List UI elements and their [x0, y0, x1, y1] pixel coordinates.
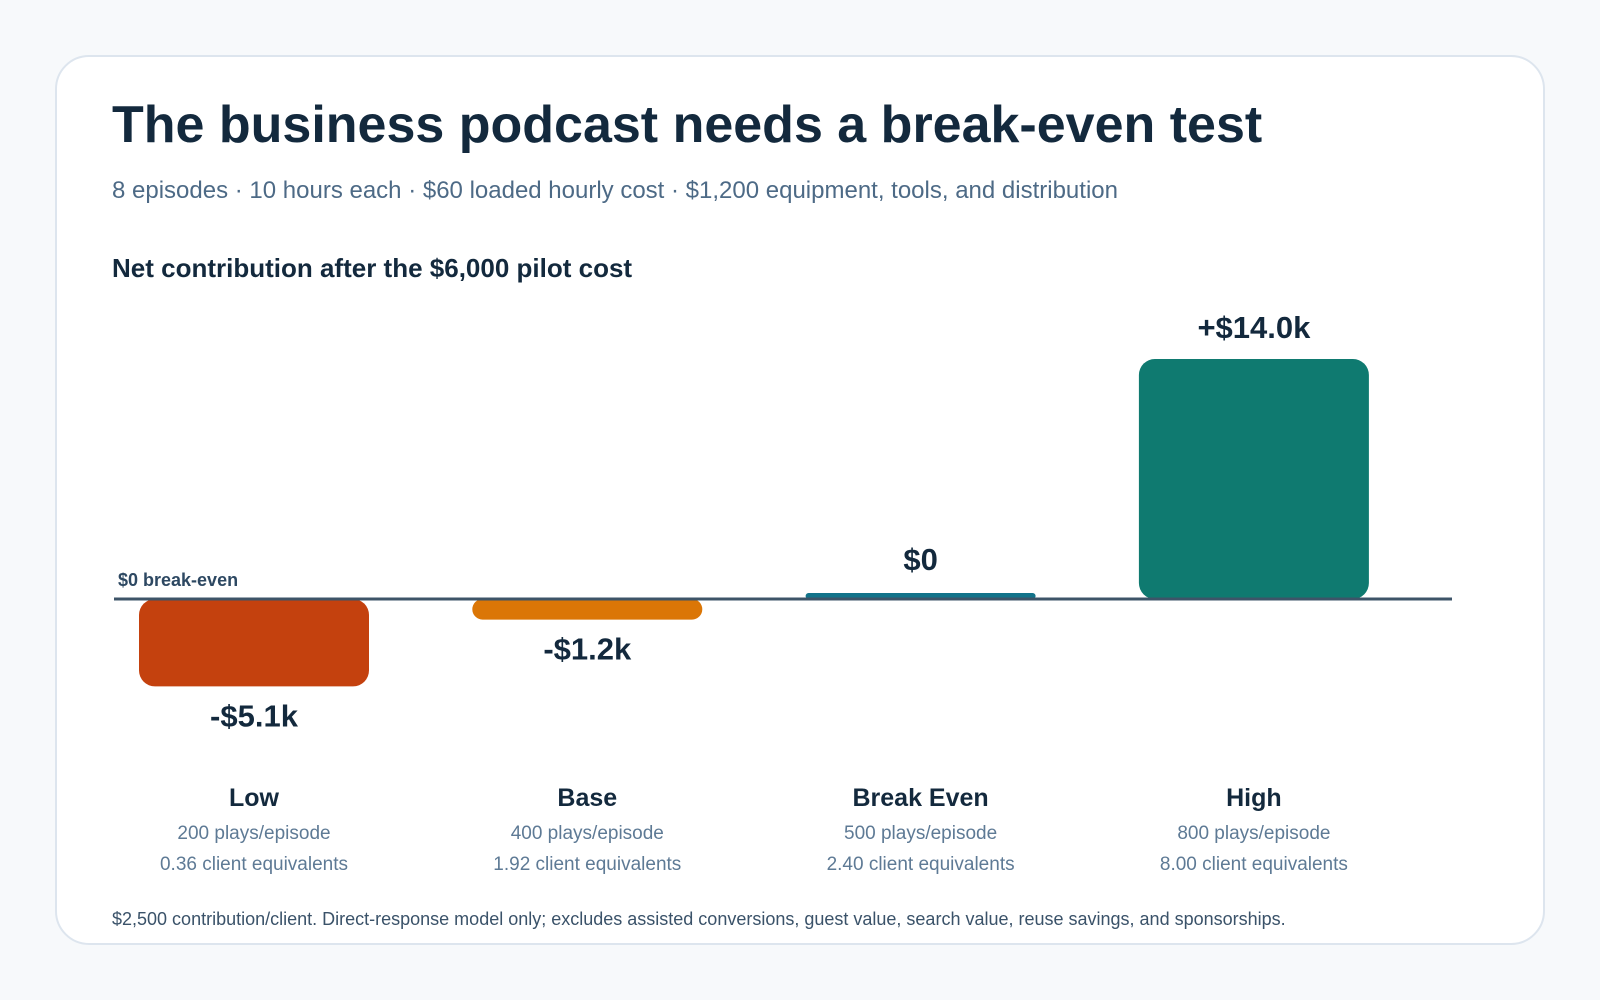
bars-layer	[139, 359, 1369, 687]
page-title: The business podcast needs a break-even …	[112, 96, 1263, 154]
bar-value-label: $0	[903, 542, 937, 577]
bar-value-label: -$1.2k	[543, 632, 632, 667]
category-label: Base	[557, 784, 617, 812]
client-equivalents-label: 8.00 client equivalents	[1160, 854, 1348, 875]
bar-base	[472, 599, 703, 620]
category-label: Break Even	[852, 784, 988, 812]
category-label: Low	[229, 784, 280, 812]
category-label: High	[1226, 784, 1282, 812]
bar-chart: $0 break-even -$5.1k Low 200 plays/episode…	[114, 310, 1452, 875]
zero-line-label: $0 break-even	[118, 570, 238, 590]
client-equivalents-label: 2.40 client equivalents	[827, 854, 1015, 875]
labels-layer: -$5.1k Low 200 plays/episode 0.36 client eq…	[160, 310, 1348, 875]
client-equivalents-label: 1.92 client equivalents	[493, 854, 681, 875]
plays-label: 400 plays/episode	[511, 823, 664, 844]
bar-low	[139, 599, 369, 687]
client-equivalents-label: 0.36 client equivalents	[160, 854, 348, 875]
chart-card: The business podcast needs a break-even …	[55, 55, 1545, 945]
bar-value-label: +$14.0k	[1197, 310, 1311, 345]
plays-label: 800 plays/episode	[1177, 823, 1330, 844]
bar-value-label: -$5.1k	[210, 698, 299, 733]
page-subtitle: 8 episodes · 10 hours each · $60 loaded …	[112, 177, 1118, 204]
plays-label: 500 plays/episode	[844, 823, 997, 844]
footnote: $2,500 contribution/client. Direct-respo…	[112, 909, 1286, 929]
plays-label: 200 plays/episode	[177, 823, 330, 844]
bar-high	[1138, 359, 1369, 599]
chart-heading: Net contribution after the $6,000 pilot …	[112, 253, 633, 283]
